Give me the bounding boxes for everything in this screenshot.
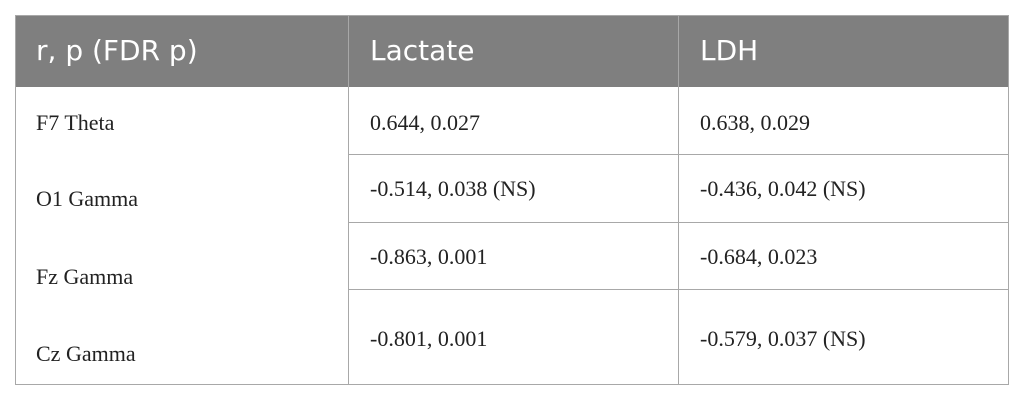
cell: -0.863, 0.001 [370,244,488,269]
cell: -0.801, 0.001 [370,326,488,351]
row-divider [349,289,1009,290]
table-frame [15,15,1009,385]
row-divider [349,222,1009,223]
header-cell: r, p (FDR p) [36,34,198,67]
row-label: O1 Gamma [36,186,139,211]
row-label: Fz Gamma [36,264,134,289]
row-label: Cz Gamma [36,341,136,366]
cell: 0.644, 0.027 [370,110,480,135]
cell: -0.579, 0.037 (NS) [700,326,866,351]
header-cell: Lactate [370,34,475,67]
column-divider [348,15,349,385]
header-row [15,15,1009,87]
cell: -0.514, 0.038 (NS) [370,176,536,201]
row-label: F7 Theta [36,110,115,135]
header-cell: LDH [700,34,759,67]
row-divider [349,154,1009,155]
column-divider [678,15,679,385]
cell: 0.638, 0.029 [700,110,810,135]
cell: -0.684, 0.023 [700,244,818,269]
cell: -0.436, 0.042 (NS) [700,176,866,201]
